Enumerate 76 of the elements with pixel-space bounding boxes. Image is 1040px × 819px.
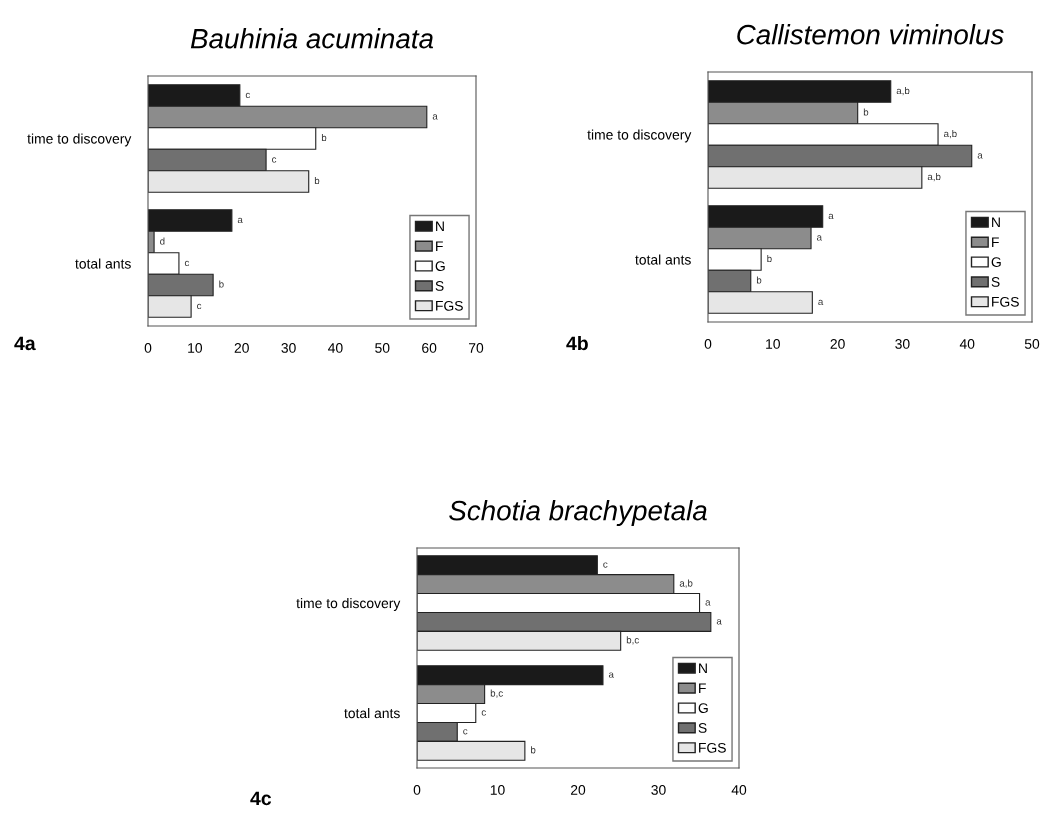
data-label: c bbox=[272, 157, 277, 163]
y-tick-label: time to discovery bbox=[587, 129, 692, 143]
legend-label: FGS bbox=[992, 296, 1019, 307]
data-label: b bbox=[531, 746, 536, 754]
chart-title: Bauhinia acuminata bbox=[190, 28, 434, 49]
data-label: a bbox=[977, 153, 983, 159]
data-label: c bbox=[245, 92, 250, 99]
x-tick-label: 0 bbox=[704, 339, 712, 349]
text: 4a bbox=[14, 336, 36, 351]
y-tick-label: time to discovery bbox=[296, 597, 401, 611]
data-label: a bbox=[716, 619, 722, 625]
x-tick-label: 10 bbox=[766, 339, 780, 349]
data-label: a bbox=[705, 600, 711, 606]
x-tick-label: 20 bbox=[234, 343, 249, 353]
x-tick-label: 40 bbox=[731, 785, 747, 795]
data-label: b bbox=[219, 280, 224, 288]
legend-label: G bbox=[991, 257, 1001, 267]
x-tick-label: 60 bbox=[422, 343, 437, 353]
data-label: c bbox=[463, 729, 468, 735]
data-label: a bbox=[608, 672, 614, 678]
legend-label: N bbox=[699, 663, 707, 674]
data-label: b bbox=[756, 276, 762, 284]
data-label: b bbox=[321, 133, 327, 142]
legend-label: G bbox=[698, 703, 708, 713]
y-tick-label: total ants bbox=[635, 254, 691, 265]
x-tick-label: 70 bbox=[468, 343, 484, 353]
data-label: b bbox=[767, 254, 772, 263]
legend-label: F bbox=[436, 241, 443, 251]
y-tick-label: total ants bbox=[344, 707, 400, 719]
legend-label: FGS bbox=[699, 742, 726, 753]
data-label: a bbox=[817, 235, 822, 241]
data-label: a bbox=[237, 217, 243, 224]
x-tick-label: 30 bbox=[895, 339, 910, 349]
x-tick-label: 20 bbox=[830, 339, 845, 349]
data-label: a,b bbox=[679, 579, 693, 588]
legend-label: S bbox=[991, 277, 1000, 287]
data-label: a,b bbox=[927, 172, 941, 182]
legend-label: S bbox=[435, 281, 444, 291]
chart-title: Callistemon viminolus bbox=[737, 24, 1004, 45]
text: 4b bbox=[566, 335, 588, 351]
x-tick-label: 20 bbox=[570, 785, 586, 795]
text: 4c bbox=[250, 791, 272, 806]
x-tick-label: 40 bbox=[328, 343, 343, 353]
data-label: c bbox=[184, 260, 190, 267]
data-label: c bbox=[603, 562, 608, 568]
data-label: a bbox=[432, 114, 438, 120]
y-tick-label: time to discovery bbox=[27, 133, 132, 147]
data-label: b bbox=[863, 108, 869, 116]
chart-title: Schotia brachypetala bbox=[449, 500, 707, 526]
y-tick-label: total ants bbox=[75, 258, 131, 269]
data-label: b bbox=[314, 176, 320, 185]
data-label: b,c bbox=[490, 689, 503, 698]
data-label: a bbox=[818, 299, 824, 306]
x-tick-label: 50 bbox=[375, 343, 390, 353]
data-label: c bbox=[481, 710, 486, 716]
x-tick-label: 50 bbox=[1024, 339, 1040, 349]
x-tick-label: 10 bbox=[188, 343, 203, 353]
data-label: d bbox=[160, 237, 165, 245]
legend-label: N bbox=[436, 221, 444, 232]
x-tick-label: 40 bbox=[959, 339, 975, 349]
x-tick-label: 30 bbox=[651, 785, 666, 795]
data-label: a,b bbox=[944, 129, 957, 139]
x-tick-label: 0 bbox=[144, 343, 152, 353]
legend-label: FGS bbox=[436, 300, 463, 311]
legend-label: F bbox=[992, 237, 999, 247]
data-label: b,c bbox=[626, 636, 639, 645]
data-label: a,b bbox=[896, 86, 910, 96]
legend-label: G bbox=[435, 261, 445, 271]
legend-label: S bbox=[698, 723, 707, 733]
x-tick-label: 30 bbox=[281, 343, 296, 353]
data-label: c bbox=[197, 303, 202, 310]
legend-label: N bbox=[992, 217, 1000, 228]
x-tick-label: 0 bbox=[413, 785, 421, 795]
x-tick-label: 10 bbox=[490, 785, 505, 795]
data-label: a bbox=[828, 213, 834, 220]
legend-label: F bbox=[699, 683, 706, 693]
